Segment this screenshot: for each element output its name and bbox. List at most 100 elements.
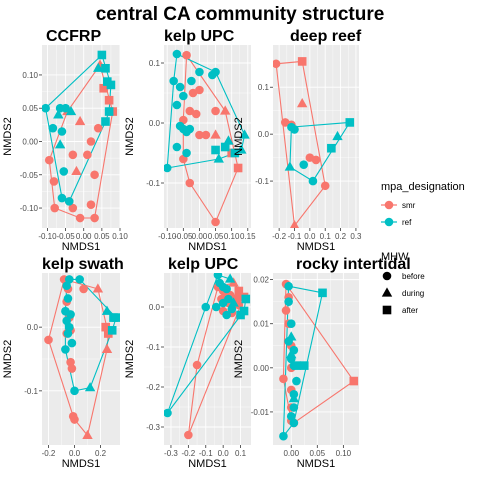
point-smr-after — [297, 57, 307, 66]
panel-2: -0.10-0.05 0.00 0.05 0.10 0.15 -0.1 0.0 0.1 NMDS… — [124, 28, 256, 253]
point-smr-before — [185, 178, 195, 188]
point-smr-before — [311, 155, 321, 165]
x-axis-label: NMDS1 — [297, 458, 336, 470]
x-tick-label: -0.3 — [164, 449, 178, 458]
y-tick-label: 0.01 — [253, 320, 269, 329]
x-axis-label: NMDS1 — [62, 458, 101, 470]
point-ref-before — [164, 163, 172, 173]
point-ref-before — [61, 345, 70, 354]
point-ref-before — [292, 376, 301, 386]
point-ref-before — [75, 275, 84, 284]
point-ref-after — [327, 143, 336, 153]
panel-title: deep reef — [290, 28, 362, 45]
point-ref-after — [299, 361, 309, 370]
point-smr-before — [44, 155, 54, 165]
panel-title: CCFRP — [46, 28, 101, 45]
point-smr-during — [101, 343, 113, 354]
point-smr-after — [349, 376, 359, 386]
point-ref-before — [172, 100, 182, 110]
point-ref-during — [54, 139, 66, 149]
panel-5: -0.3 -0.2 -0.1 0.0 0.1-0.3-0.2-0.10.0NMDS1NM… — [124, 256, 251, 470]
point-smr-before — [211, 217, 220, 227]
point-ref-during — [53, 109, 64, 119]
panel-title: kelp UPC — [168, 256, 239, 273]
point-smr-before — [191, 109, 201, 119]
point-ref-before — [289, 403, 299, 412]
point-smr-before — [185, 106, 195, 116]
legend-label-after: after — [402, 306, 418, 315]
y-tick-label: -0.1 — [255, 177, 269, 186]
y-axis-label: NMDS2 — [233, 340, 245, 379]
point-ref-before — [57, 127, 67, 136]
x-tick-label: 0.05 — [208, 232, 224, 241]
y-axis-label: NMDS2 — [124, 117, 136, 156]
point-ref-before — [63, 294, 73, 303]
x-tick-label: -0.05 — [56, 232, 75, 241]
x-tick-label: 0.15 — [240, 232, 256, 241]
point-ref-after — [292, 361, 301, 370]
point-ref-before — [175, 82, 185, 92]
point-ref-after — [211, 145, 220, 155]
point-ref-before — [213, 273, 223, 280]
x-tick-label: 0.0 — [218, 449, 230, 458]
y-tick-label: 0.00 — [253, 364, 269, 373]
y-tick-label: 0.0 — [27, 323, 39, 332]
y-tick-label: 0.0 — [149, 303, 161, 312]
point-ref-before — [308, 176, 318, 186]
point-ref-before — [179, 91, 188, 101]
point-smr-before — [192, 360, 202, 370]
point-ref-before — [222, 310, 231, 320]
point-ref-before — [201, 302, 211, 312]
point-smr-before — [68, 203, 78, 213]
point-smr-before — [188, 88, 198, 98]
x-tick-label: 0.10 — [224, 232, 240, 241]
point-ref-after — [103, 77, 112, 86]
y-tick-label: 0.05 — [22, 104, 38, 113]
point-ref-before — [211, 67, 220, 77]
point-smr-before — [195, 130, 204, 140]
point-smr-after — [104, 95, 114, 105]
x-tick-label: 0.00 — [283, 449, 299, 458]
point-ref-before — [222, 284, 231, 294]
point-ref-before — [42, 103, 50, 113]
point-ref-after — [97, 50, 107, 60]
point-smr-before — [90, 213, 99, 223]
point-ref-before — [169, 76, 178, 86]
hull-smr — [48, 63, 114, 219]
legend-label-smr: smr — [402, 201, 416, 210]
x-tick-label: 0.10 — [336, 449, 352, 458]
figure-title: central CA community structure — [96, 4, 385, 25]
x-tick-label: -0.2 — [42, 449, 56, 458]
point-smr-before — [320, 181, 330, 191]
x-axis-label: NMDS1 — [188, 241, 227, 253]
y-tick-label: -0.3 — [146, 423, 160, 432]
point-ref-during — [288, 393, 300, 403]
point-ref-during — [228, 297, 239, 307]
legend-mpa-items: smr ref — [381, 200, 416, 227]
point-smr-during — [74, 115, 86, 126]
point-smr-before — [279, 374, 288, 384]
point-smr-before — [90, 170, 99, 180]
point-ref-before — [290, 125, 299, 134]
point-ref-after — [318, 288, 327, 298]
point-ref-before — [48, 123, 58, 133]
point-ref-before — [172, 49, 182, 59]
point-ref-before — [211, 302, 221, 312]
point-ref-before — [284, 281, 293, 291]
panel-data — [164, 273, 251, 440]
point-ref-before — [63, 329, 73, 338]
point-smr-before — [66, 357, 75, 367]
panel-3: -0.2 -0.1 0.0 0.1 0.2 0.3-0.10.00.1NMDS1NMDS2… — [233, 28, 362, 253]
y-tick-label: 0.1 — [149, 59, 161, 68]
point-ref-before — [284, 297, 293, 306]
point-smr-before — [86, 200, 96, 210]
point-smr-before — [86, 137, 96, 146]
point-ref-before — [187, 76, 196, 86]
point-ref-after — [101, 117, 110, 126]
y-tick-label: -0.01 — [251, 408, 270, 417]
panel-data — [273, 57, 355, 228]
point-ref-after — [107, 326, 117, 335]
point-ref-during — [224, 273, 236, 283]
